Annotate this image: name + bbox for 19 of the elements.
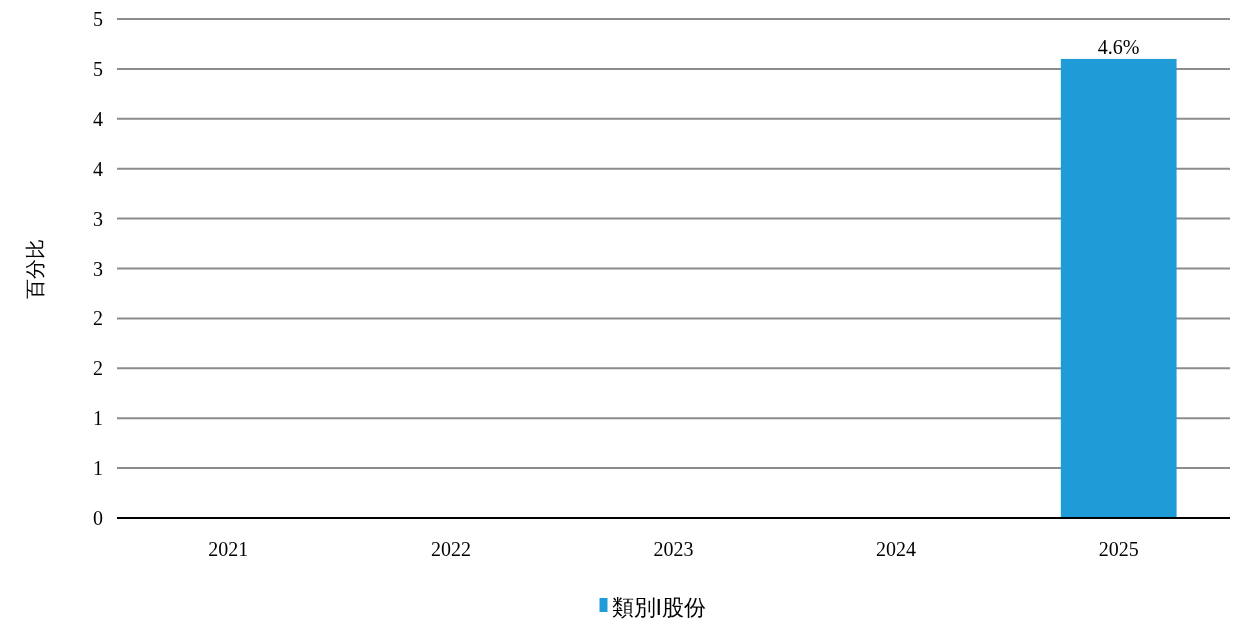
y-tick-label: 5 <box>93 57 103 80</box>
x-tick-label: 2023 <box>653 538 694 560</box>
x-tick-label: 2021 <box>208 538 249 560</box>
y-tick-label: 2 <box>93 357 103 380</box>
x-tick-label: 2024 <box>876 538 917 560</box>
x-tick-label: 2022 <box>430 538 471 560</box>
y-tick-label: 1 <box>93 457 103 480</box>
y-tick-label: 3 <box>93 207 103 230</box>
y-tick-label: 4 <box>93 107 103 130</box>
y-tick-label: 4 <box>93 157 103 180</box>
y-tick-label: 1 <box>93 407 103 430</box>
y-tick-label: 3 <box>93 257 103 280</box>
x-tick-label: 2025 <box>1098 538 1139 560</box>
y-tick-label: 2 <box>93 307 103 330</box>
y-tick-label: 5 <box>93 8 103 30</box>
y-axis-title: 百分比 <box>23 238 47 299</box>
legend-label: 類別I股份 <box>611 594 706 620</box>
data-label: 4.6% <box>1097 35 1140 58</box>
y-tick-label: 0 <box>93 507 103 529</box>
